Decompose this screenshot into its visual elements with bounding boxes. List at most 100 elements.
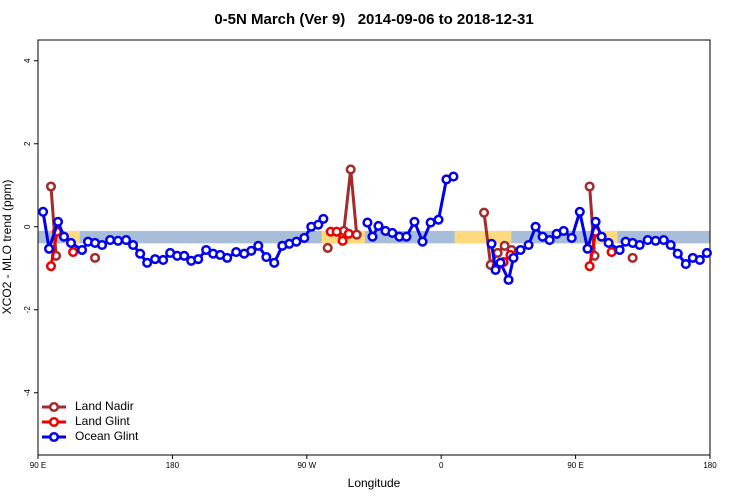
chart-title: 0-5N March (Ver 9) 2014-09-06 to 2018-12… — [214, 11, 533, 28]
data-point — [351, 229, 362, 240]
data-point — [68, 247, 79, 258]
data-point — [417, 236, 428, 247]
data-point — [584, 261, 595, 272]
data-point — [331, 226, 342, 237]
y-tick-label: 0 — [23, 224, 32, 229]
data-point — [193, 254, 204, 265]
data-point — [448, 171, 459, 182]
x-tick-label: 180 — [703, 461, 717, 470]
data-point — [530, 221, 541, 232]
data-point — [665, 239, 676, 251]
data-point — [566, 232, 577, 244]
data-point — [582, 243, 593, 254]
data-point — [523, 239, 534, 251]
data-point — [694, 254, 705, 266]
data-point — [222, 252, 233, 263]
data-point — [142, 257, 153, 268]
data-point — [51, 250, 62, 261]
data-point — [291, 236, 302, 247]
data-point — [246, 245, 257, 256]
data-point — [343, 228, 354, 239]
data-point — [45, 181, 57, 192]
data-point — [367, 231, 378, 242]
data-point — [58, 231, 70, 242]
data-point — [409, 216, 420, 227]
data-point — [322, 242, 333, 253]
data-point — [261, 251, 272, 263]
data-point — [658, 234, 669, 246]
data-point — [269, 257, 280, 268]
data-point — [121, 234, 132, 246]
data-point — [503, 274, 514, 285]
data-point — [433, 214, 444, 225]
data-point — [627, 252, 638, 263]
data-point — [128, 239, 139, 251]
y-axis-label: XCO2 - MLO trend (ppm) — [0, 180, 14, 315]
data-point — [596, 231, 607, 242]
data-point — [318, 213, 329, 224]
data-point — [179, 250, 190, 261]
plot-frame — [37, 39, 711, 456]
x-axis-label: Longitude — [348, 476, 401, 490]
data-point — [492, 247, 503, 258]
data-point — [486, 238, 497, 249]
y-tick-label: 2 — [23, 141, 32, 146]
data-point — [112, 235, 124, 246]
data-point — [45, 261, 57, 272]
data-point — [614, 244, 625, 256]
y-tick-label: 4 — [23, 58, 32, 63]
data-point — [77, 244, 88, 256]
data-point — [701, 247, 712, 258]
data-point — [401, 231, 412, 242]
data-point — [508, 252, 519, 263]
data-point — [634, 239, 645, 251]
x-tick-label: 0 — [439, 461, 444, 470]
data-point — [584, 181, 595, 192]
x-tick-label: 90 W — [297, 461, 316, 470]
data-point — [373, 220, 384, 231]
data-point — [89, 252, 101, 263]
x-tick-label: 180 — [166, 461, 180, 470]
data-point — [495, 257, 506, 268]
data-point — [499, 240, 510, 251]
data-point — [52, 216, 64, 227]
data-point — [650, 235, 661, 246]
data-point — [574, 206, 585, 217]
data-point — [490, 264, 501, 275]
data-point — [479, 207, 490, 218]
data-point — [38, 206, 49, 217]
legend-marker — [48, 431, 60, 443]
data-point — [97, 239, 108, 251]
data-point — [558, 225, 569, 236]
data-point — [105, 234, 116, 246]
y-tick-label: -2 — [23, 306, 32, 314]
data-point — [680, 259, 691, 270]
data-point — [65, 237, 77, 248]
data-point — [345, 164, 356, 175]
data-point — [299, 232, 310, 244]
data-point — [603, 237, 614, 248]
data-point — [337, 235, 348, 246]
legend-label: Ocean Glint — [75, 429, 139, 443]
data-point — [231, 247, 242, 258]
x-tick-label: 90 E — [30, 461, 46, 470]
data-point — [253, 240, 264, 251]
land-band — [454, 230, 512, 244]
x-tick-label: 90 E — [567, 461, 583, 470]
data-point — [544, 234, 555, 246]
y-tick-label: -4 — [23, 389, 32, 397]
data-point — [158, 254, 169, 266]
data-point — [606, 247, 617, 258]
legend-marker — [48, 401, 60, 413]
legend-label: Land Nadir — [75, 399, 134, 413]
data-point — [590, 216, 601, 227]
data-point — [515, 244, 526, 256]
data-point — [150, 254, 161, 265]
data-point — [672, 248, 683, 259]
data-point — [425, 217, 436, 228]
data-point — [44, 243, 55, 254]
data-point — [362, 217, 373, 228]
legend-label: Land Glint — [75, 414, 130, 428]
data-point — [642, 234, 653, 246]
